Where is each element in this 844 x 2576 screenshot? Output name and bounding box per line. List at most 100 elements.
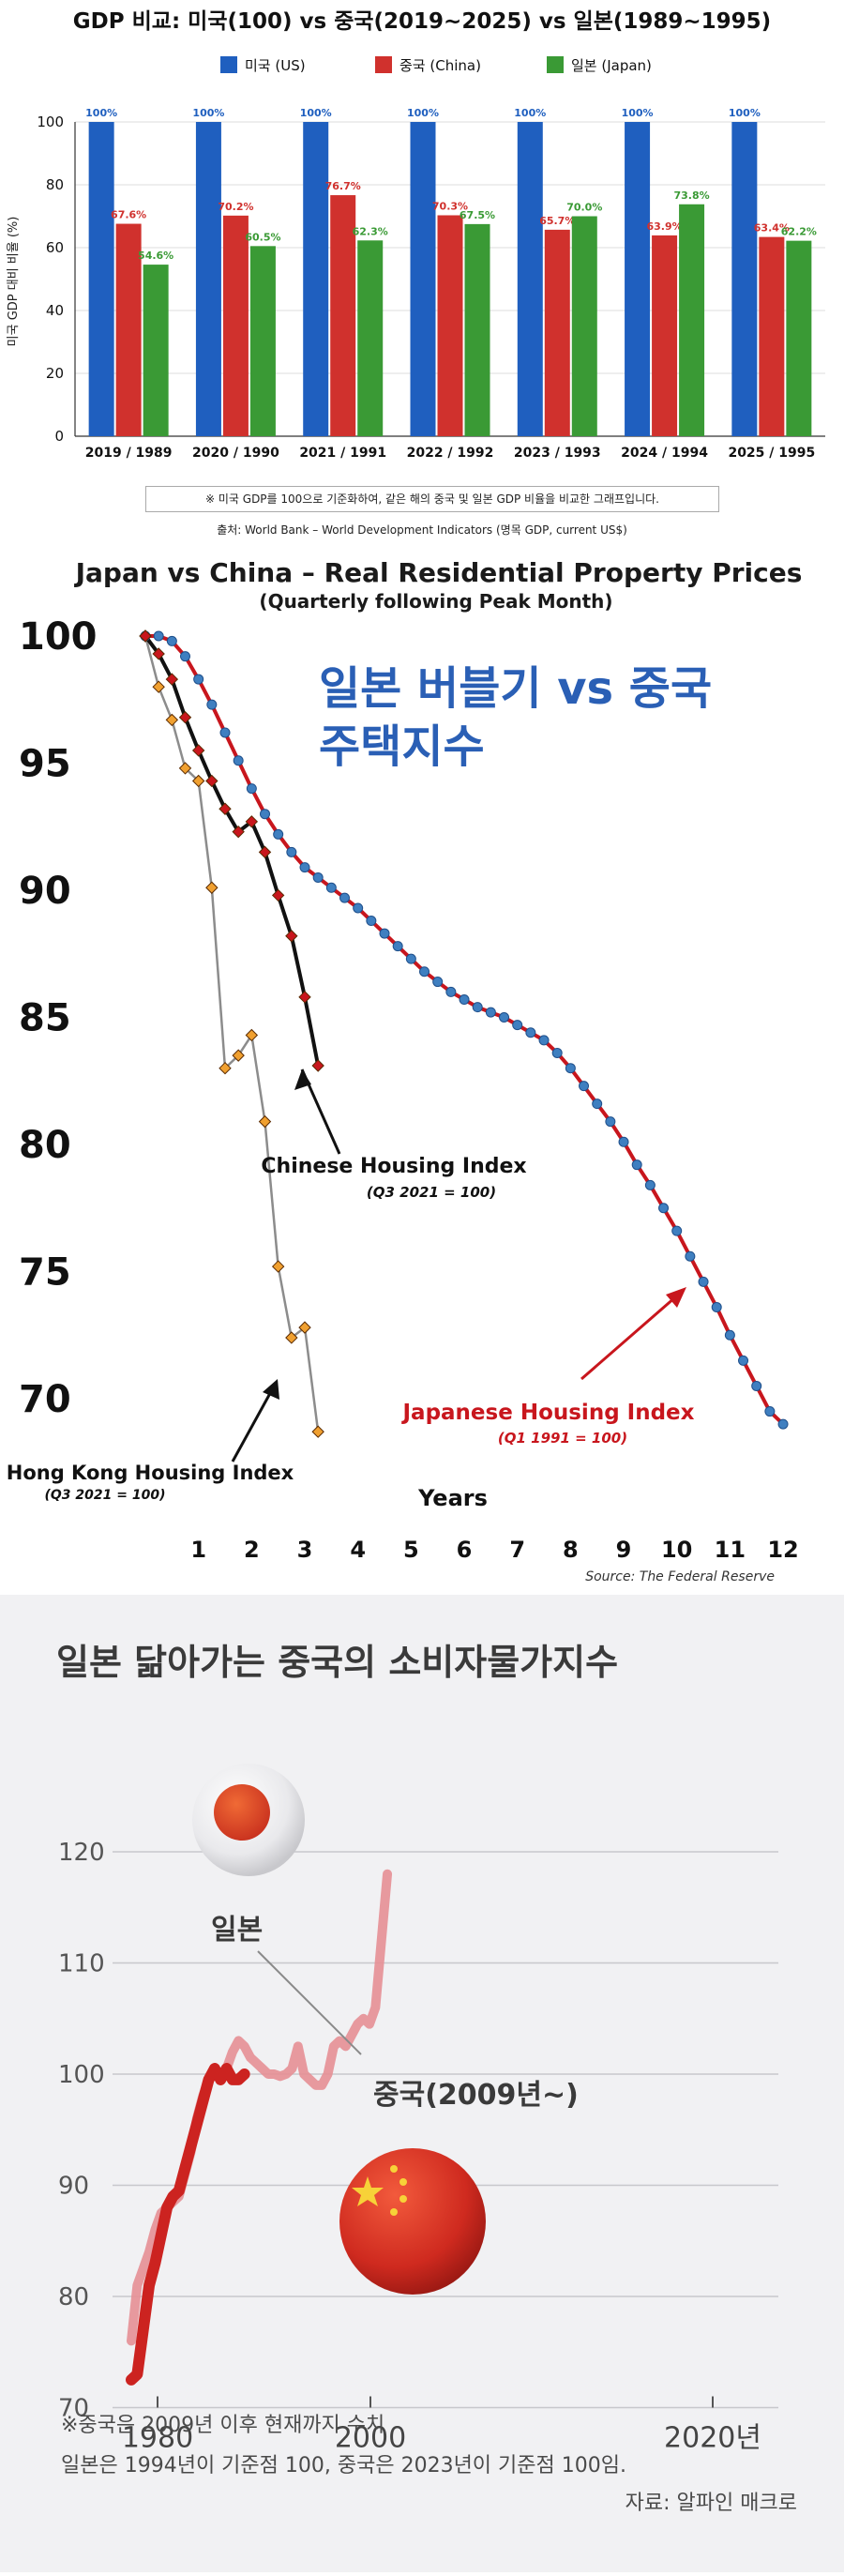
- housing-y-ticks: 100 95 90 85 80 75 70: [19, 615, 98, 1421]
- gdp-bar-value-label: 100%: [407, 107, 439, 119]
- housing-point: [392, 941, 403, 952]
- housing-y-tick-label: 70: [19, 1378, 71, 1421]
- housing-point: [419, 966, 430, 977]
- housing-x-tick-label: 8: [563, 1537, 579, 1563]
- housing-point: [166, 635, 177, 646]
- housing-point: [405, 953, 416, 964]
- housing-x-tick-label: 10: [661, 1537, 692, 1563]
- housing-point: [738, 1355, 749, 1366]
- housing-point: [432, 977, 444, 988]
- housing-x-tick-label: 11: [715, 1537, 746, 1563]
- gdp-source: 출처: World Bank – World Development Indic…: [217, 523, 627, 537]
- housing-point: [232, 1049, 245, 1062]
- hongkong-index-arrow: [231, 1386, 276, 1462]
- japanese-index-arrowhead: [666, 1287, 686, 1308]
- japanese-index-note: (Q1 1991 = 100): [498, 1430, 627, 1447]
- housing-point: [658, 1203, 670, 1214]
- gdp-bar: [410, 122, 436, 436]
- chinese-index-note: (Q3 2021 = 100): [367, 1184, 496, 1201]
- gdp-bar: [195, 122, 221, 436]
- cpi-source: 자료: 알파인 매크로: [625, 2492, 797, 2515]
- housing-point: [538, 1035, 550, 1046]
- housing-point: [445, 986, 457, 997]
- housing-point: [258, 1114, 272, 1129]
- china-series-label: 중국(2009년~): [373, 2079, 579, 2112]
- gdp-bar-value-label: 100%: [85, 107, 117, 119]
- housing-point: [618, 1136, 629, 1147]
- hongkong-index-arrowhead: [263, 1379, 279, 1400]
- housing-y-tick-label: 100: [19, 615, 98, 659]
- cpi-footnote-2: 일본은 1994년이 기준점 100, 중국은 2023년이 기준점 100임.: [61, 2454, 626, 2478]
- gdp-legend-label: 일본 (Japan): [571, 57, 652, 74]
- housing-point: [245, 1028, 259, 1042]
- gdp-legend-swatch: [547, 56, 564, 73]
- gdp-bar-value-label: 62.2%: [781, 226, 817, 238]
- gdp-x-tick-label: 2025 / 1995: [728, 446, 815, 461]
- gdp-legend-label: 중국 (China): [399, 57, 481, 74]
- gdp-bar: [731, 122, 758, 436]
- japan-flag-icon: [192, 1764, 305, 1876]
- housing-point: [551, 1047, 563, 1058]
- gdp-bar-value-label: 73.8%: [673, 189, 709, 202]
- housing-line-chart: Japan vs China – Real Residential Proper…: [7, 557, 803, 1584]
- hongkong-index-note: (Q3 2021 = 100): [45, 1488, 166, 1503]
- housing-point: [273, 828, 284, 840]
- housing-point: [644, 1179, 656, 1190]
- gdp-y-axis-label: 미국 GDP 대비 비율 (%): [7, 217, 21, 347]
- housing-point: [525, 1027, 536, 1038]
- housing-x-tick-label: 6: [457, 1537, 473, 1563]
- housing-point: [751, 1380, 762, 1391]
- housing-point: [152, 647, 165, 660]
- gdp-bar-value-label: 70.0%: [566, 202, 602, 214]
- housing-point: [206, 699, 218, 710]
- cpi-series-lines: [126, 1869, 393, 2386]
- gdp-bar-value-label: 63.4%: [754, 222, 790, 235]
- housing-point: [298, 1321, 311, 1334]
- cpi-y-tick-label: 120: [58, 1839, 105, 1867]
- hongkong-index-label: Hong Kong Housing Index: [7, 1462, 294, 1484]
- cpi-x-ticks: 1980 2000 2020년: [122, 2396, 761, 2455]
- housing-point: [258, 845, 272, 859]
- housing-point: [353, 902, 364, 914]
- housing-x-tick-label: 7: [509, 1537, 525, 1563]
- gdp-legend: 미국 (US) 중국 (China) 일본 (Japan): [220, 56, 652, 74]
- gdp-bar-value-label: 63.9%: [646, 220, 682, 233]
- gdp-bar: [786, 240, 812, 436]
- housing-point: [271, 1260, 285, 1273]
- housing-chart-subtitle: (Quarterly following Peak Month): [259, 590, 612, 613]
- gdp-y-tick-label: 40: [46, 302, 64, 319]
- housing-x-tick-label: 5: [403, 1537, 419, 1563]
- housing-index-panel: Japan vs China – Real Residential Proper…: [0, 553, 844, 1595]
- housing-point: [298, 991, 311, 1004]
- cpi-series-line: [126, 2063, 250, 2386]
- housing-source: Source: The Federal Reserve: [585, 1569, 775, 1584]
- gdp-bar-value-label: 67.5%: [460, 209, 495, 221]
- housing-point: [285, 930, 298, 943]
- housing-point: [165, 713, 179, 727]
- gdp-x-tick-label: 2023 / 1993: [514, 446, 601, 461]
- housing-point: [711, 1301, 722, 1312]
- gdp-bar-value-label: 100%: [300, 107, 332, 119]
- housing-x-tick-label: 9: [616, 1537, 632, 1563]
- cpi-footnote: ※중국은 2009년 이후 현재까지 수치: [61, 2414, 384, 2437]
- housing-point: [512, 1020, 523, 1031]
- cpi-chart-title: 일본 닮아가는 중국의 소비자물가지수: [56, 1642, 618, 1683]
- gdp-bar: [571, 216, 597, 436]
- housing-point: [631, 1159, 642, 1171]
- gdp-bar: [303, 122, 329, 436]
- housing-x-tick-label: 2: [244, 1537, 260, 1563]
- housing-y-tick-label: 95: [19, 743, 71, 786]
- gdp-chart-title: GDP 비교: 미국(100) vs 중국(2019~2025) vs 일본(1…: [73, 9, 771, 34]
- gdp-bar: [143, 265, 169, 436]
- housing-point: [205, 774, 219, 788]
- housing-point: [499, 1012, 510, 1023]
- gdp-bar-value-label: 54.6%: [138, 250, 173, 262]
- housing-point: [165, 673, 179, 686]
- housing-point: [312, 871, 324, 883]
- gdp-bar: [517, 122, 543, 436]
- cpi-x-tick-label: 1980: [122, 2422, 193, 2455]
- gdp-bar: [544, 229, 570, 436]
- housing-y-tick-label: 85: [19, 997, 71, 1040]
- housing-point: [685, 1250, 696, 1262]
- housing-point: [205, 881, 219, 894]
